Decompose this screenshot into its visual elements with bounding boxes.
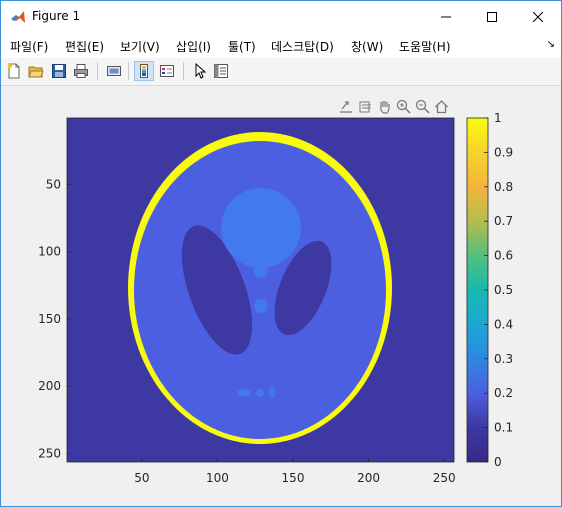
y-tick-label: 250 <box>38 446 61 460</box>
colorbar-axis: 0 0.1 0.2 0.3 0.4 0.5 0.6 0.7 0.8 0.9 1 <box>484 111 513 469</box>
toolbar-separator <box>97 62 98 80</box>
x-axis: 50 100 150 200 250 <box>134 458 456 485</box>
menu-help[interactable]: 도움말(H) <box>399 40 451 54</box>
link-plot-icon <box>107 66 121 76</box>
x-tick-label: 200 <box>357 471 380 485</box>
save-icon <box>52 64 66 78</box>
colorbar-tick-label: 0.9 <box>494 145 513 159</box>
y-tick-label: 50 <box>46 178 61 192</box>
menu-insert[interactable]: 삽입(I) <box>176 40 211 54</box>
restore-view-button[interactable] <box>433 98 450 115</box>
phantom-brain-ellipse <box>134 141 386 439</box>
phantom-right-ellipse <box>274 240 332 336</box>
axes-box <box>66 117 455 463</box>
image-layer <box>67 118 454 462</box>
export-button[interactable] <box>338 98 355 115</box>
menu-bar: 파일(F) 편집(E) 보기(V) 삽입(I) 툴(T) 데스크탑(D) 창(W… <box>1 32 561 59</box>
menu-overflow-arrow-icon[interactable]: ↘ <box>546 39 555 50</box>
menu-window[interactable]: 창(W) <box>351 40 384 54</box>
x-tick-label: 50 <box>134 471 149 485</box>
matlab-logo-icon <box>10 9 26 25</box>
y-tick-label: 100 <box>38 245 61 259</box>
colorbar-tick-label: 0.1 <box>494 421 513 435</box>
legend-icon <box>160 65 174 77</box>
open-file-icon <box>28 66 44 78</box>
x-tick-label: 250 <box>433 471 456 485</box>
save-button[interactable] <box>49 61 69 81</box>
brush-button[interactable] <box>357 98 374 115</box>
maximize-icon <box>487 11 497 22</box>
property-inspector-icon <box>214 64 228 78</box>
phantom-left-ellipse <box>181 225 253 355</box>
toolbar-separator <box>128 62 129 80</box>
colorbar-tick-label: 1 <box>494 111 502 125</box>
new-figure-button[interactable] <box>4 61 24 81</box>
phantom-bottom-ellipse-mid <box>256 389 264 397</box>
colorbar-tick-label: 0.5 <box>494 283 513 297</box>
colorbar-icon <box>140 64 148 78</box>
x-tick-label: 100 <box>206 471 229 485</box>
minimize-icon <box>441 16 451 17</box>
phantom-bottom-ellipse-left <box>237 389 251 397</box>
brush-icon <box>359 101 371 113</box>
new-figure-icon <box>8 63 20 79</box>
colorbar-tick-label: 0.8 <box>494 180 513 194</box>
menu-desktop[interactable]: 데스크탑(D) <box>271 40 334 54</box>
print-icon <box>74 64 88 78</box>
maximize-button[interactable] <box>469 1 515 32</box>
open-file-button[interactable] <box>26 61 46 81</box>
colorbar-tick-label: 0.2 <box>494 386 513 400</box>
title-bar: Figure 1 <box>1 1 561 32</box>
colorbar-tick-label: 0.3 <box>494 352 513 366</box>
close-button[interactable] <box>515 1 561 32</box>
phantom-small-circle-lower <box>254 299 268 313</box>
insert-legend-button[interactable] <box>157 61 177 81</box>
phantom-small-circle-upper <box>254 264 268 278</box>
phantom-top-circle <box>221 188 301 268</box>
menu-view[interactable]: 보기(V) <box>120 40 160 54</box>
zoom-in-button[interactable] <box>395 98 412 115</box>
print-button[interactable] <box>71 61 91 81</box>
pan-icon <box>380 101 390 114</box>
insert-colorbar-button[interactable] <box>134 61 154 81</box>
menu-edit[interactable]: 편집(E) <box>65 40 105 54</box>
colorbar-tick-label: 0.7 <box>494 214 513 228</box>
pan-button[interactable] <box>376 98 393 115</box>
menu-file[interactable]: 파일(F) <box>10 40 49 54</box>
figure-toolbar <box>1 58 561 86</box>
close-icon <box>533 11 543 22</box>
home-icon <box>435 100 448 114</box>
pointer-icon <box>195 63 207 79</box>
export-icon <box>340 101 352 113</box>
zoom-in-icon <box>396 99 411 114</box>
x-tick-label: 150 <box>282 471 305 485</box>
colorbar-tick-label: 0 <box>494 455 502 469</box>
phantom-bottom-ellipse-right <box>268 388 276 398</box>
colorbar-tick-label: 0.4 <box>494 317 513 331</box>
y-tick-label: 150 <box>38 312 61 326</box>
minimize-button[interactable] <box>423 1 469 32</box>
y-tick-label: 200 <box>38 379 61 393</box>
y-axis: 50 100 150 200 250 <box>38 178 71 460</box>
axes-toolbar <box>338 98 450 116</box>
menu-tools[interactable]: 툴(T) <box>228 40 256 54</box>
property-inspector-button[interactable] <box>211 61 231 81</box>
zoom-out-button[interactable] <box>414 98 431 115</box>
colorbar-tick-label: 0.6 <box>494 249 513 263</box>
link-plot-button[interactable] <box>104 61 124 81</box>
toolbar-separator <box>183 62 184 80</box>
edit-plot-button[interactable] <box>189 61 209 81</box>
window-title: Figure 1 <box>32 9 81 23</box>
zoom-out-icon <box>415 99 430 114</box>
